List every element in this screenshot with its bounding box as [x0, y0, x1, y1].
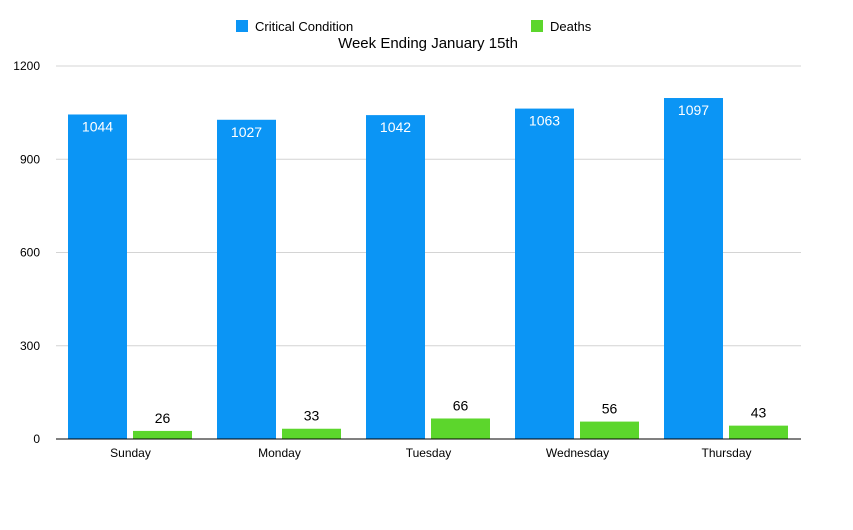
- bar-critical-condition-wednesday: [515, 108, 574, 439]
- bars: [68, 98, 788, 440]
- legend-swatch-deaths: [531, 20, 543, 32]
- data-labels: 1044 26 1027 33 1042 66 1063 56 1097 43: [82, 102, 767, 426]
- bar-critical-condition-monday: [217, 119, 276, 439]
- data-label: 1042: [380, 119, 411, 135]
- bar-critical-condition-sunday: [68, 114, 127, 440]
- data-label: 1027: [231, 124, 262, 140]
- bar-critical-condition-tuesday: [366, 115, 425, 439]
- data-label: 33: [304, 408, 320, 424]
- legend-label-critical-condition: Critical Condition: [255, 19, 353, 34]
- bar-deaths-monday: [282, 428, 341, 439]
- data-label: 1063: [529, 113, 560, 129]
- bar-deaths-sunday: [133, 430, 192, 439]
- data-label: 43: [751, 405, 767, 421]
- x-category-label: Wednesday: [546, 446, 609, 460]
- y-tick-label: 1200: [13, 59, 40, 73]
- legend-label-deaths: Deaths: [550, 19, 592, 34]
- bar-deaths-wednesday: [580, 421, 639, 439]
- bar-deaths-tuesday: [431, 418, 490, 439]
- x-category-label: Monday: [258, 446, 301, 460]
- x-category-label: Thursday: [701, 446, 751, 460]
- data-label: 56: [602, 401, 618, 417]
- x-category-label: Tuesday: [406, 446, 452, 460]
- y-tick-label: 0: [33, 432, 40, 446]
- bar-deaths-thursday: [729, 425, 788, 439]
- bar-critical-condition-thursday: [664, 98, 723, 439]
- y-tick-label: 900: [20, 152, 40, 166]
- y-axis-ticks: 0 300 600 900 1200: [13, 59, 40, 446]
- y-tick-label: 600: [20, 246, 40, 260]
- legend: Critical Condition Deaths: [236, 19, 592, 34]
- data-label: 66: [453, 397, 469, 413]
- data-label: 1097: [678, 102, 709, 118]
- data-label: 26: [155, 410, 171, 426]
- data-label: 1044: [82, 118, 113, 134]
- legend-swatch-critical-condition: [236, 20, 248, 32]
- x-category-label: Sunday: [110, 446, 151, 460]
- chart-title: Week Ending January 15th: [338, 35, 518, 52]
- x-axis-categories: Sunday Monday Tuesday Wednesday Thursday: [110, 446, 751, 460]
- y-tick-label: 300: [20, 339, 40, 353]
